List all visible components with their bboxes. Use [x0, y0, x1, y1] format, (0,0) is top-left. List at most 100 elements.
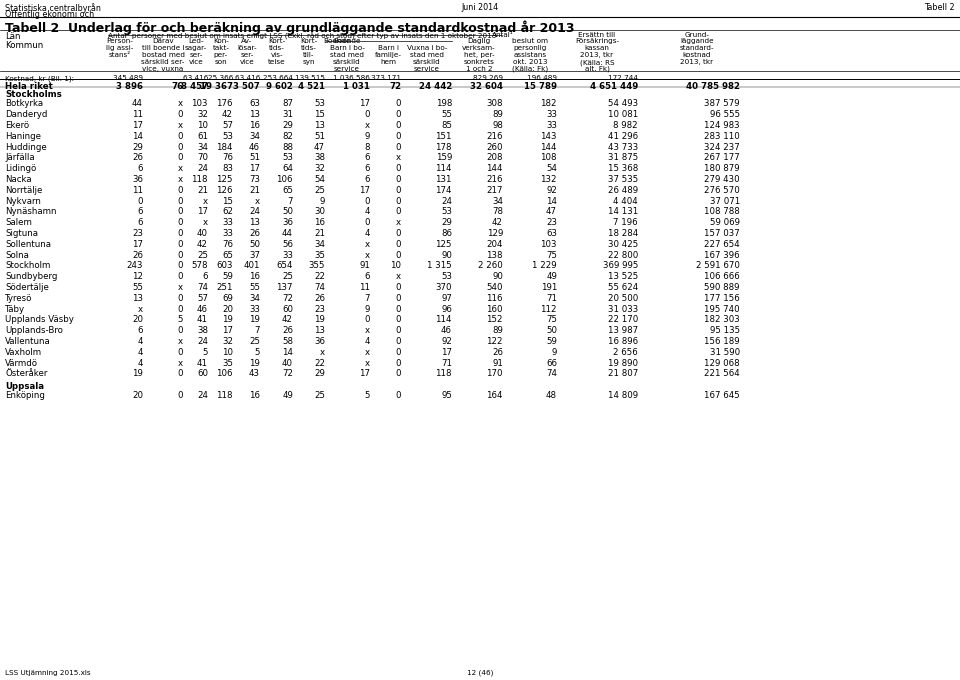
- Text: 25: 25: [249, 337, 260, 346]
- Text: service: service: [414, 66, 440, 72]
- Text: x: x: [365, 326, 370, 335]
- Text: Lidingö: Lidingö: [5, 165, 36, 173]
- Text: Person-: Person-: [107, 38, 133, 44]
- Text: 6: 6: [203, 272, 208, 282]
- Text: 53: 53: [282, 154, 293, 163]
- Text: Upplands-Bro: Upplands-Bro: [5, 326, 62, 335]
- Text: 74: 74: [197, 283, 208, 292]
- Text: x: x: [365, 359, 370, 368]
- Text: 42: 42: [197, 240, 208, 249]
- Text: 59: 59: [546, 337, 557, 346]
- Text: 7 196: 7 196: [613, 218, 638, 227]
- Text: 151: 151: [436, 132, 452, 141]
- Text: 65: 65: [222, 251, 233, 260]
- Text: 36: 36: [282, 218, 293, 227]
- Text: 0: 0: [178, 197, 183, 205]
- Text: 78: 78: [492, 207, 503, 216]
- Text: 7: 7: [287, 197, 293, 205]
- Text: 4: 4: [365, 229, 370, 238]
- Text: läggande: läggande: [681, 38, 714, 44]
- Text: 24 442: 24 442: [419, 82, 452, 91]
- Text: 14: 14: [282, 348, 293, 357]
- Text: 19: 19: [222, 316, 233, 324]
- Text: 139 515: 139 515: [295, 75, 325, 81]
- Text: 308: 308: [487, 99, 503, 109]
- Text: Haninge: Haninge: [5, 132, 41, 141]
- Text: 21 807: 21 807: [608, 369, 638, 379]
- Text: 4: 4: [137, 337, 143, 346]
- Text: Uppsala: Uppsala: [5, 382, 44, 391]
- Text: 17: 17: [441, 348, 452, 357]
- Text: Stockholms: Stockholms: [5, 90, 61, 99]
- Text: 17: 17: [249, 165, 260, 173]
- Text: 106: 106: [217, 369, 233, 379]
- Text: 64: 64: [282, 165, 293, 173]
- Text: 654: 654: [276, 262, 293, 271]
- Text: son: son: [215, 59, 228, 65]
- Text: 132: 132: [540, 175, 557, 184]
- Text: x: x: [178, 175, 183, 184]
- Text: 21: 21: [197, 186, 208, 195]
- Text: x: x: [396, 218, 401, 227]
- Text: 227 654: 227 654: [705, 240, 740, 249]
- Text: 0: 0: [396, 391, 401, 400]
- Text: x: x: [365, 251, 370, 260]
- Text: 1 031: 1 031: [343, 82, 370, 91]
- Text: 15: 15: [314, 110, 325, 119]
- Text: 167 396: 167 396: [705, 251, 740, 260]
- Text: Södertälje: Södertälje: [5, 283, 49, 292]
- Text: 40: 40: [282, 359, 293, 368]
- Text: särskild ser-: särskild ser-: [141, 59, 184, 65]
- Text: 174: 174: [436, 186, 452, 195]
- Text: 34: 34: [249, 294, 260, 303]
- Text: 31 590: 31 590: [709, 348, 740, 357]
- Text: 24: 24: [197, 165, 208, 173]
- Text: 26: 26: [314, 294, 325, 303]
- Text: service: service: [334, 66, 360, 72]
- Text: 33: 33: [282, 251, 293, 260]
- Text: 5: 5: [178, 316, 183, 324]
- Text: 90: 90: [442, 251, 452, 260]
- Text: Kort-: Kort-: [300, 38, 318, 44]
- Text: 37 535: 37 535: [608, 175, 638, 184]
- Text: 11: 11: [132, 186, 143, 195]
- Text: 279 430: 279 430: [705, 175, 740, 184]
- Text: 0: 0: [396, 110, 401, 119]
- Text: 182 303: 182 303: [705, 316, 740, 324]
- Text: 1 229: 1 229: [533, 262, 557, 271]
- Text: 387 579: 387 579: [705, 99, 740, 109]
- Text: 92: 92: [442, 337, 452, 346]
- Text: 69: 69: [222, 294, 233, 303]
- Text: 50: 50: [282, 207, 293, 216]
- Text: 33: 33: [249, 305, 260, 313]
- Text: 0: 0: [178, 110, 183, 119]
- Text: 152: 152: [487, 316, 503, 324]
- Text: 267 177: 267 177: [705, 154, 740, 163]
- Text: 2013, tkr: 2013, tkr: [681, 59, 713, 65]
- Text: vice: vice: [188, 59, 204, 65]
- Text: 324 237: 324 237: [705, 143, 740, 152]
- Text: stad med: stad med: [410, 52, 444, 58]
- Text: 29: 29: [282, 121, 293, 130]
- Text: 17: 17: [197, 207, 208, 216]
- Text: 0: 0: [178, 294, 183, 303]
- Text: 276 570: 276 570: [705, 186, 740, 195]
- Text: Salem: Salem: [5, 218, 32, 227]
- Text: Led-: Led-: [188, 38, 204, 44]
- Text: 22 170: 22 170: [608, 316, 638, 324]
- Text: 60: 60: [282, 305, 293, 313]
- Text: 30: 30: [314, 207, 325, 216]
- Text: 72: 72: [389, 82, 401, 91]
- Text: 10: 10: [222, 348, 233, 357]
- Text: 34: 34: [249, 132, 260, 141]
- Text: 55: 55: [249, 283, 260, 292]
- Text: 74: 74: [546, 369, 557, 379]
- Text: 38: 38: [314, 154, 325, 163]
- Text: 74: 74: [314, 283, 325, 292]
- Text: 95 135: 95 135: [709, 326, 740, 335]
- Text: 118: 118: [191, 175, 208, 184]
- Text: Sigtuna: Sigtuna: [5, 229, 38, 238]
- Text: 12 (46): 12 (46): [467, 670, 493, 677]
- Text: 0: 0: [396, 229, 401, 238]
- Text: 63: 63: [249, 99, 260, 109]
